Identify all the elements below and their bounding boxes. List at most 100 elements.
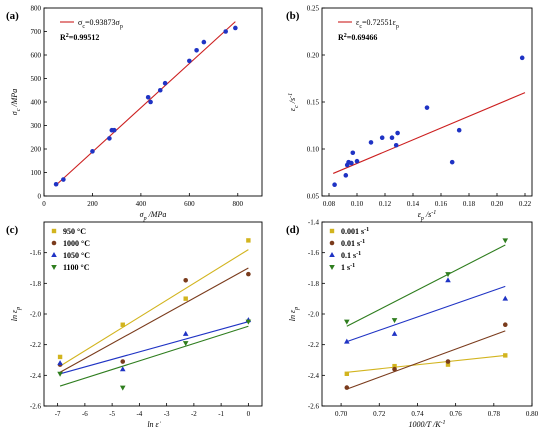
x-tick-label: -7 — [55, 410, 61, 418]
x-tick-label: 0 — [42, 200, 46, 208]
data-point — [119, 385, 126, 391]
data-point — [194, 48, 199, 53]
data-point — [53, 181, 59, 187]
y-tick-label: -1.6 — [30, 249, 42, 257]
data-point — [57, 354, 63, 360]
data-point — [182, 341, 189, 347]
fit-line — [59, 321, 249, 375]
data-point — [393, 142, 399, 148]
legend-label: σc=0.93873σp — [78, 18, 123, 30]
data-point — [445, 272, 451, 278]
data-point — [502, 238, 509, 244]
y-axis-label: σc /MPa — [10, 89, 22, 115]
x-tick-label: 0.74 — [411, 410, 424, 418]
panel-a: (a) 0 200 400 600 800 0 100 200 300 400 500 600 700 80… — [6, 5, 263, 222]
data-point — [343, 173, 349, 178]
fit-line — [59, 325, 249, 387]
legend-marker — [51, 252, 57, 257]
x-tick-label: 0.22 — [519, 200, 532, 208]
data-point — [90, 149, 95, 154]
y-tick-label: 500 — [31, 75, 42, 83]
data-point — [145, 95, 151, 100]
legend-marker — [329, 240, 335, 246]
data-point — [162, 80, 168, 86]
x-tick-label: -5 — [109, 410, 115, 418]
y-tick-label: -1.8 — [30, 280, 42, 288]
data-point — [503, 353, 508, 358]
data-point — [61, 177, 66, 182]
data-point — [344, 338, 350, 344]
panel-b: (b) 0.08 0.10 0.12 0.14 0.16 0.18 0.20 0.22 0.05 0… — [286, 5, 533, 222]
x-tick-label: 200 — [87, 200, 98, 208]
fit-line — [59, 249, 249, 367]
legend-marker — [51, 265, 57, 270]
data-point — [344, 385, 350, 390]
y-tick-label: 400 — [31, 99, 42, 107]
fit-line — [59, 267, 249, 373]
y-tick-label: 0.25 — [307, 5, 320, 13]
data-point — [391, 330, 398, 336]
x-tick-label: 0.78 — [488, 410, 501, 418]
data-point — [119, 366, 126, 372]
y-tick-label: -1.4 — [308, 219, 320, 227]
y-tick-label: 200 — [31, 146, 42, 154]
x-tick-label: -6 — [82, 410, 88, 418]
plot-frame — [43, 221, 263, 407]
data-point — [445, 359, 451, 364]
panel-label: (a) — [6, 10, 19, 22]
y-tick-label: 0.05 — [307, 193, 320, 201]
fit-line — [346, 244, 506, 327]
x-tick-label: -3 — [164, 410, 170, 418]
x-axis-label: εp /s-1 — [418, 210, 437, 222]
data-point — [449, 159, 455, 165]
data-point — [57, 371, 63, 377]
y-tick-label: 0.10 — [307, 146, 320, 154]
legend-marker — [329, 252, 335, 257]
panel-label: (c) — [6, 224, 19, 236]
legend-label: 0.001 s-1 — [341, 227, 369, 236]
x-tick-label: -2 — [191, 410, 197, 418]
data-point — [120, 322, 125, 327]
data-point — [502, 295, 509, 301]
panel-d: (d) 0.70 0.72 0.74 0.76 0.78 0.80 -2.6 -2.4 -2.2 -… — [286, 219, 539, 430]
y-tick-label: 100 — [31, 169, 42, 177]
x-tick-label: -1 — [218, 410, 224, 418]
data-point — [148, 99, 153, 105]
data-point — [111, 127, 117, 133]
x-axis-label: 1000/T /K-1 — [408, 420, 445, 429]
x-axis-label: ln ε̇ — [147, 420, 161, 429]
legend-label: 1100 °C — [63, 263, 90, 272]
data-point — [502, 322, 508, 328]
data-point — [350, 150, 356, 156]
y-tick-label: -2.6 — [30, 403, 42, 411]
y-tick-label: -2.4 — [30, 372, 42, 380]
data-point — [233, 25, 238, 31]
legend-marker — [329, 265, 335, 270]
y-tick-label: 0.20 — [307, 52, 320, 60]
y-tick-label: -1.6 — [308, 249, 320, 257]
y-tick-label: -2.0 — [30, 311, 42, 319]
legend-marker — [51, 240, 57, 246]
data-point — [368, 140, 374, 145]
panel-label: (d) — [286, 224, 300, 236]
x-tick-label: 600 — [184, 200, 195, 208]
y-tick-label: -2.4 — [308, 372, 320, 380]
data-point — [392, 366, 397, 372]
fit-line — [332, 92, 526, 174]
legend-marker — [51, 228, 57, 234]
y-axis-label: ln εp — [10, 307, 22, 321]
x-tick-label: 0 — [247, 410, 251, 418]
y-tick-label: 0 — [38, 193, 42, 201]
x-tick-label: 0.14 — [407, 200, 420, 208]
data-point — [391, 318, 398, 324]
legend-label: 0.01 s-1 — [341, 239, 365, 248]
data-point — [183, 296, 188, 301]
y-tick-label: -2.2 — [30, 341, 42, 349]
data-point — [120, 359, 126, 364]
x-tick-label: 0.16 — [435, 200, 448, 208]
y-axis-label: εc /s-1 — [288, 93, 300, 111]
y-tick-label: 0.15 — [307, 99, 320, 107]
x-tick-label: -4 — [136, 410, 142, 418]
r-squared-annotation: R2=0.69466 — [338, 33, 377, 42]
